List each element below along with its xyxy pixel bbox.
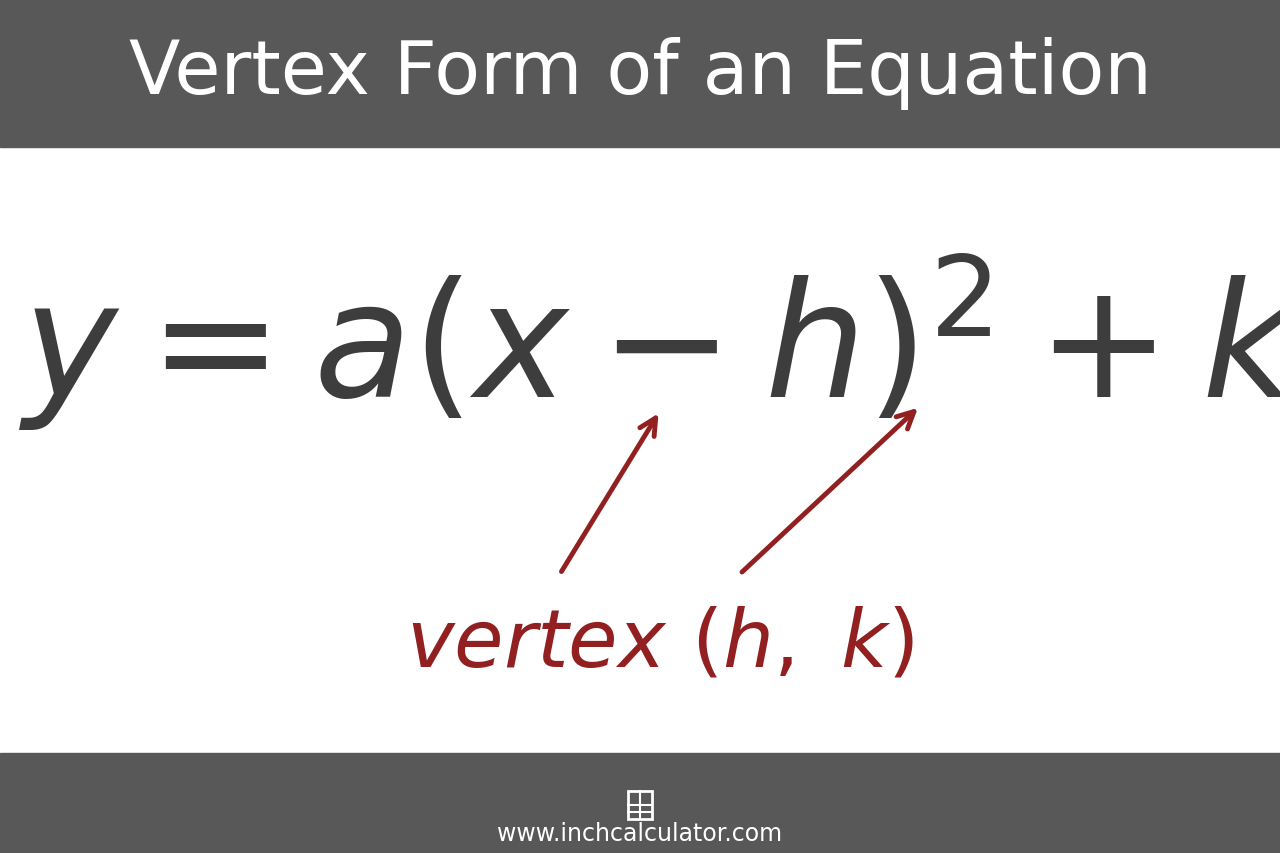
Text: www.inchcalculator.com: www.inchcalculator.com [498, 821, 782, 845]
Text: $\it{vertex\ (h,\ k)}$: $\it{vertex\ (h,\ k)}$ [406, 606, 914, 683]
Text: $\it{y = a(x - h)^{2} + k}$: $\it{y = a(x - h)^{2} + k}$ [19, 251, 1280, 432]
Bar [628, 791, 652, 819]
Bar [0, 0, 1280, 148]
Text: Vertex Form of an Equation: Vertex Form of an Equation [128, 38, 1152, 110]
Bar [0, 753, 1280, 853]
